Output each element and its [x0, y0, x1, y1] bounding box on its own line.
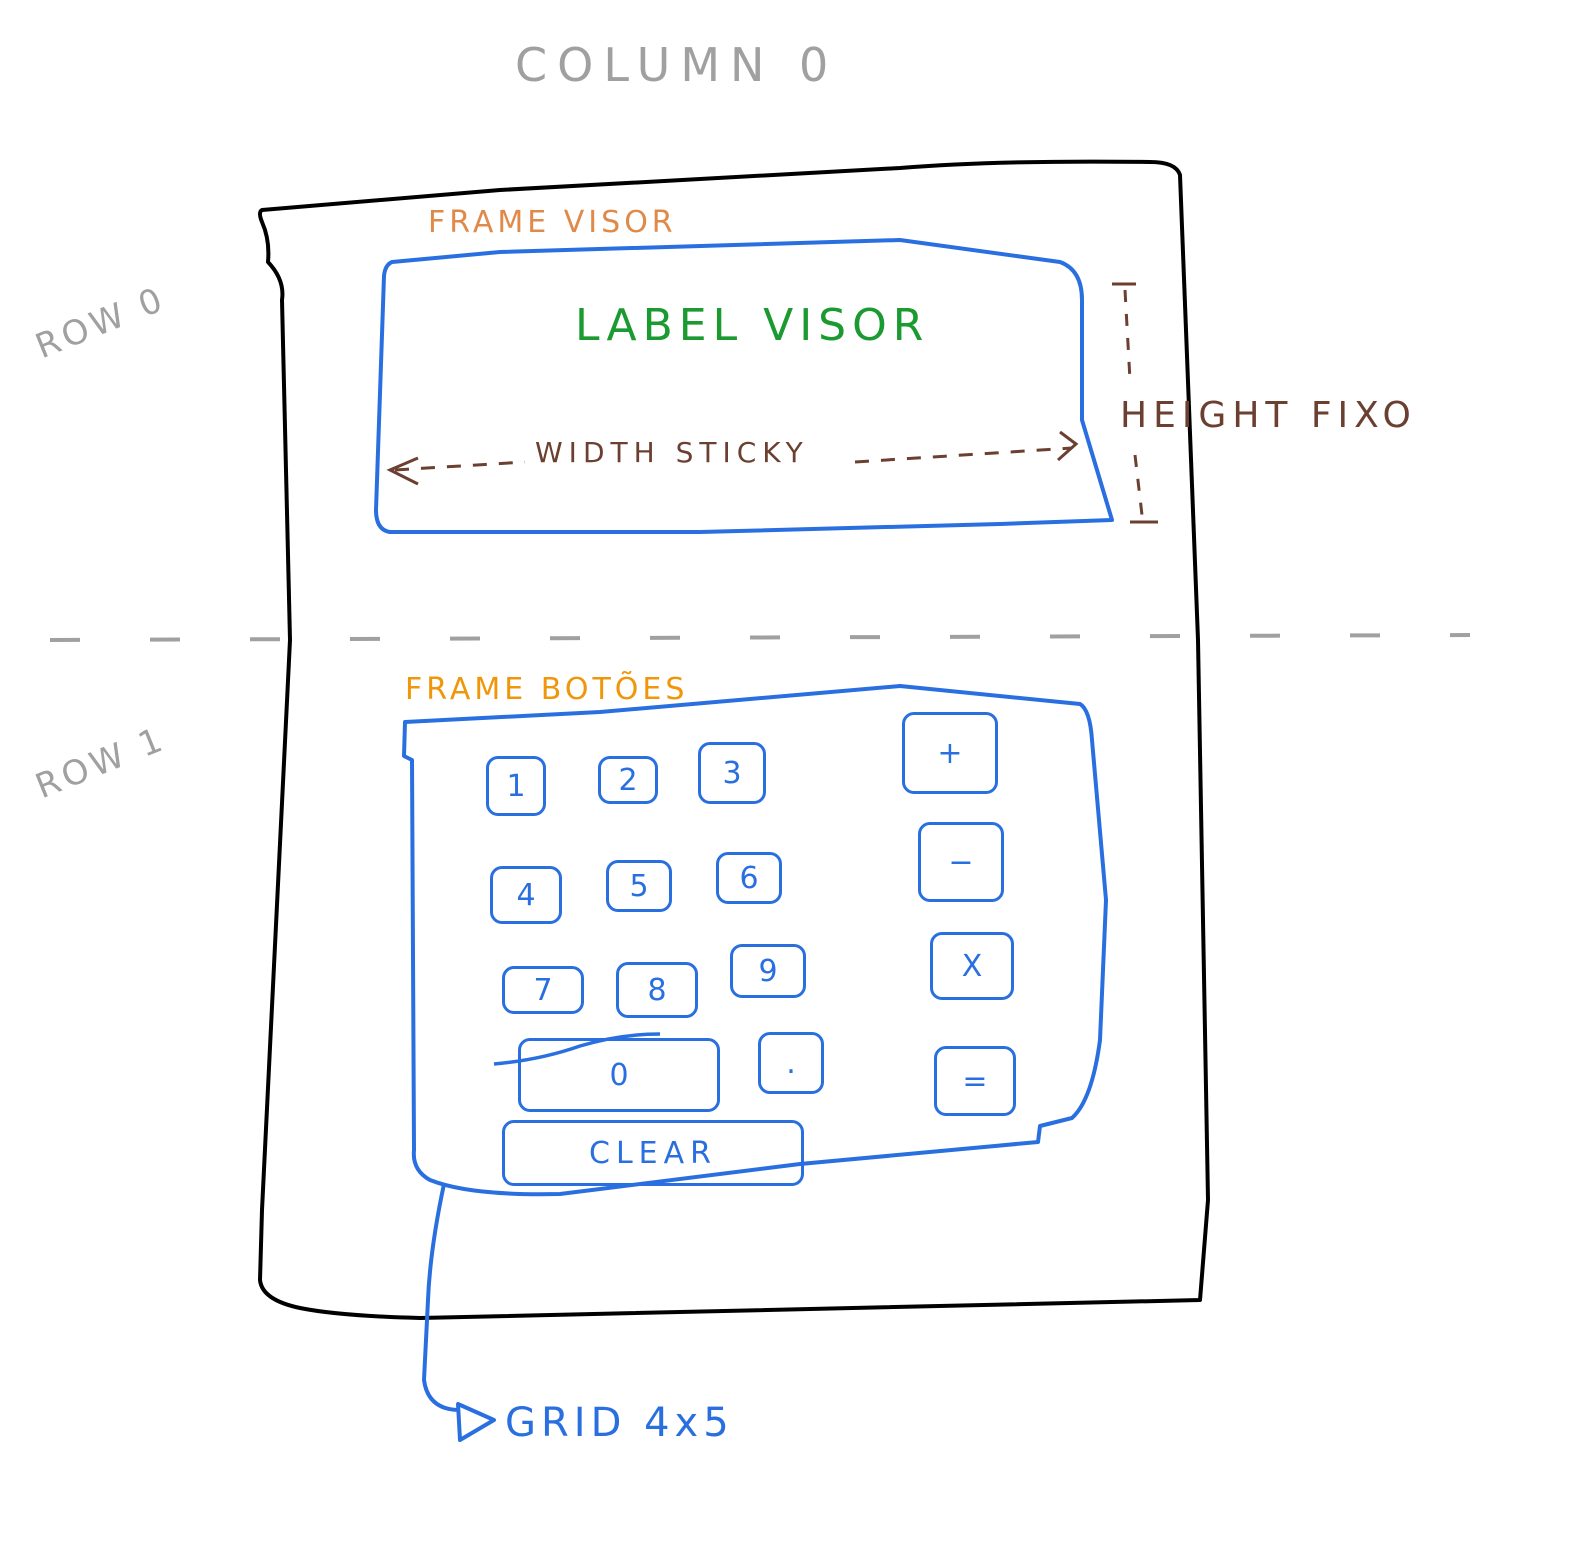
key-minus[interactable]: −	[918, 822, 1004, 902]
zero-key-tail	[493, 1032, 661, 1066]
key-9[interactable]: 9	[730, 944, 806, 998]
key-4[interactable]: 4	[490, 866, 562, 924]
key-5[interactable]: 5	[606, 860, 672, 912]
frame-visor-outline	[374, 238, 1114, 534]
key-dot[interactable]: .	[758, 1032, 824, 1094]
frame-botoes-label: FRAME BOTÕES	[405, 672, 689, 707]
key-1[interactable]: 1	[486, 756, 546, 816]
key-6[interactable]: 6	[716, 852, 782, 904]
key-clear[interactable]: CLEAR	[502, 1120, 804, 1186]
key-2[interactable]: 2	[598, 756, 658, 804]
height-fixo-note: HEIGHT FIXO	[1120, 395, 1417, 436]
grid-note: GRID 4x5	[505, 1400, 734, 1446]
width-arrow	[386, 430, 1079, 486]
column-title: COLUMN 0	[515, 38, 839, 92]
frame-visor-label: FRAME VISOR	[428, 205, 677, 240]
grid-pointer	[422, 1183, 496, 1442]
key-plus[interactable]: +	[902, 712, 998, 794]
key-7[interactable]: 7	[502, 966, 584, 1014]
key-times[interactable]: X	[930, 932, 1014, 1000]
label-visor: LABEL VISOR	[575, 300, 930, 351]
key-0[interactable]: 0	[518, 1038, 720, 1112]
key-equals[interactable]: =	[934, 1046, 1016, 1116]
row-divider	[49, 633, 1471, 642]
key-3[interactable]: 3	[698, 742, 766, 804]
width-sticky-note: WIDTH STICKY	[535, 436, 809, 469]
window-outline	[258, 159, 1210, 1320]
key-8[interactable]: 8	[616, 962, 698, 1018]
height-arrow	[1112, 282, 1158, 524]
frame-botoes-outline	[402, 684, 1108, 1197]
